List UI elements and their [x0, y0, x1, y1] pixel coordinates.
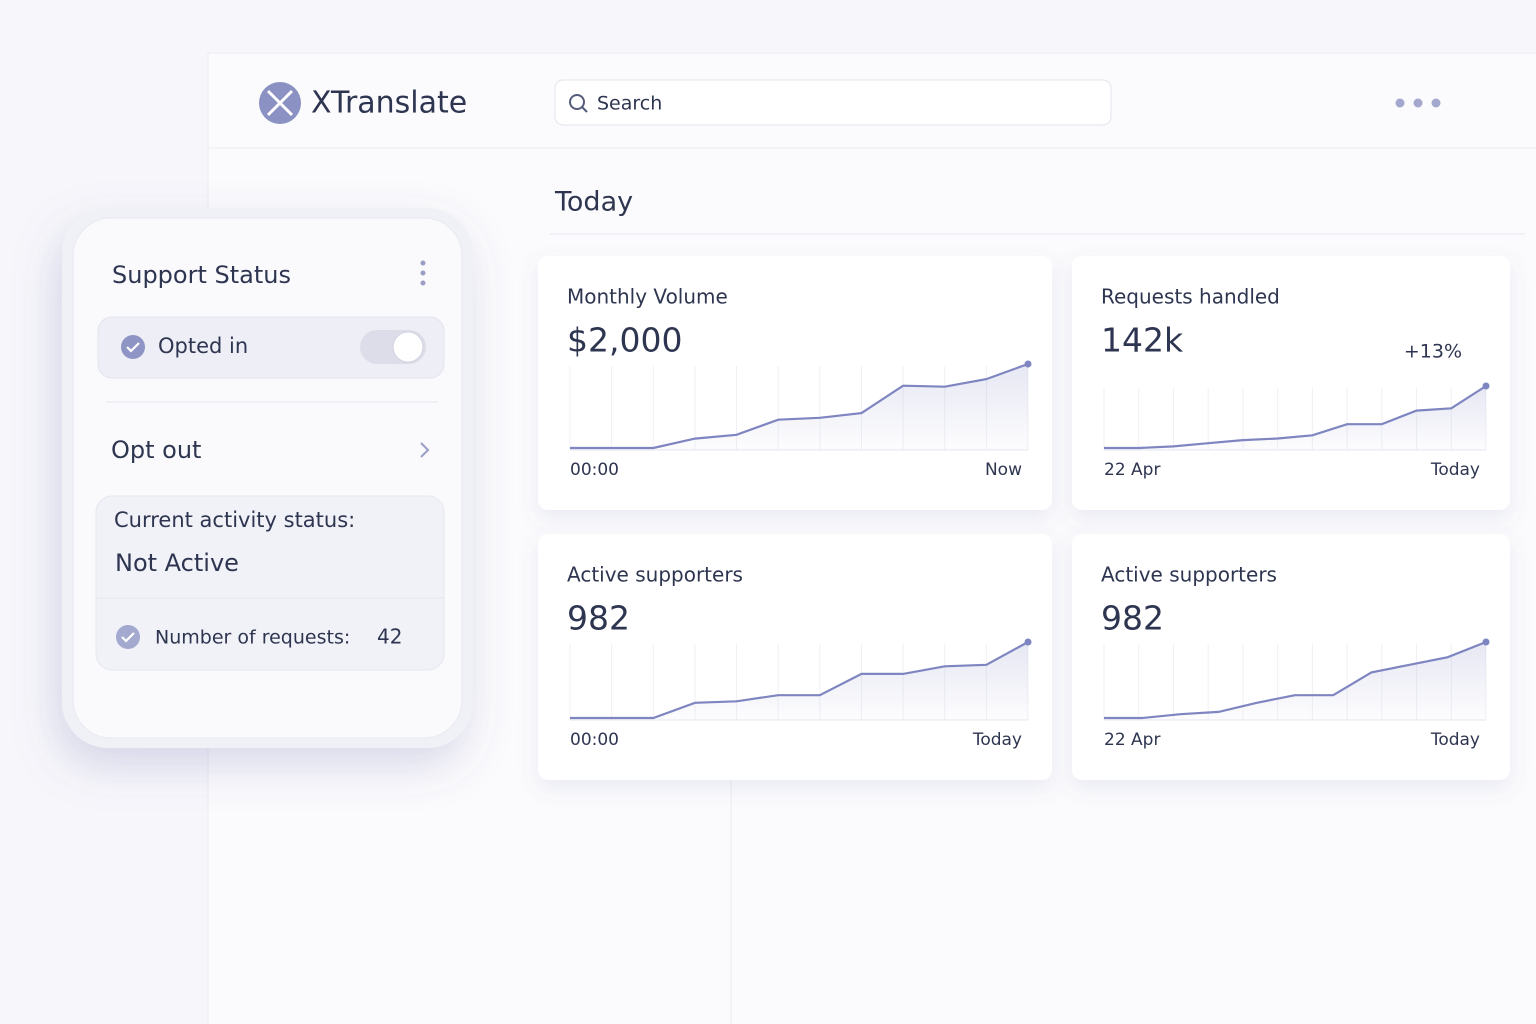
more-menu[interactable] — [1395, 98, 1441, 108]
status-value: Not Active — [115, 549, 239, 577]
trend-line — [570, 641, 1029, 720]
card-value: 142k — [1101, 321, 1184, 360]
search-icon-handle — [581, 106, 588, 113]
x-end-label: Today — [1430, 730, 1480, 750]
status-label: Current activity status: — [114, 508, 355, 532]
trend-line — [570, 362, 1029, 450]
card-change: +13% — [1404, 341, 1462, 363]
status-box — [95, 495, 445, 671]
search-placeholder: Search — [597, 93, 662, 115]
check-mark — [126, 342, 140, 353]
trend-line — [1104, 385, 1487, 450]
x-end-label: Today — [972, 730, 1022, 750]
panel-title: Support Status — [112, 261, 291, 289]
trend-area — [570, 642, 1028, 720]
search-box[interactable] — [554, 79, 1112, 126]
trend-end-point — [1482, 382, 1490, 390]
requests-value: 42 — [377, 625, 402, 649]
metric-card: Active supporters 982 22 Apr Today — [1072, 534, 1510, 780]
x-start-label: 22 Apr — [1104, 730, 1160, 750]
x-start-label: 22 Apr — [1104, 460, 1160, 480]
section-title: Today — [554, 187, 633, 218]
x-end-label: Today — [1430, 460, 1480, 480]
trend-end-point — [1024, 360, 1032, 368]
card-title: Monthly Volume — [567, 285, 728, 309]
search-icon — [569, 94, 585, 110]
toggle-knob — [392, 331, 424, 363]
card-value: $2,000 — [567, 321, 682, 360]
logo[interactable] — [259, 82, 301, 124]
trend-end-point — [1482, 638, 1490, 646]
card-value: 982 — [1101, 599, 1164, 638]
card-value: 982 — [567, 599, 630, 638]
toggle-row — [97, 316, 445, 379]
card-title: Active supporters — [567, 563, 743, 587]
metric-card: Requests handled 142k +13% 22 Apr Today — [1072, 256, 1510, 510]
card-title: Active supporters — [1101, 563, 1277, 587]
check-mark — [121, 632, 135, 643]
toggle-label: Opted in — [158, 334, 248, 358]
trend-end-point — [1024, 638, 1032, 646]
x-start-label: 00:00 — [570, 460, 619, 480]
chevron — [420, 442, 430, 458]
trend-area — [1104, 642, 1486, 720]
metric-card: Active supporters 982 00:00 Today — [538, 534, 1052, 780]
trend-area — [1104, 386, 1486, 450]
requests-label: Number of requests: — [155, 627, 350, 649]
opt-out[interactable]: Opt out — [111, 436, 201, 464]
brand: XTranslate — [311, 86, 467, 121]
trend-line — [1104, 640, 1487, 720]
cards: Monthly Volume $2,000 00:00 Now Requests han… — [538, 256, 1510, 780]
check-icon — [121, 335, 145, 359]
trend-area — [570, 364, 1028, 450]
check-icon — [116, 625, 140, 649]
panel-menu[interactable] — [420, 260, 426, 286]
support-panel: Support Status Opted in Opt out Current … — [62, 208, 473, 748]
x-end-label: Now — [985, 460, 1022, 480]
card-title: Requests handled — [1101, 285, 1280, 309]
metric-card: Monthly Volume $2,000 00:00 Now — [538, 256, 1052, 510]
x-start-label: 00:00 — [570, 730, 619, 750]
